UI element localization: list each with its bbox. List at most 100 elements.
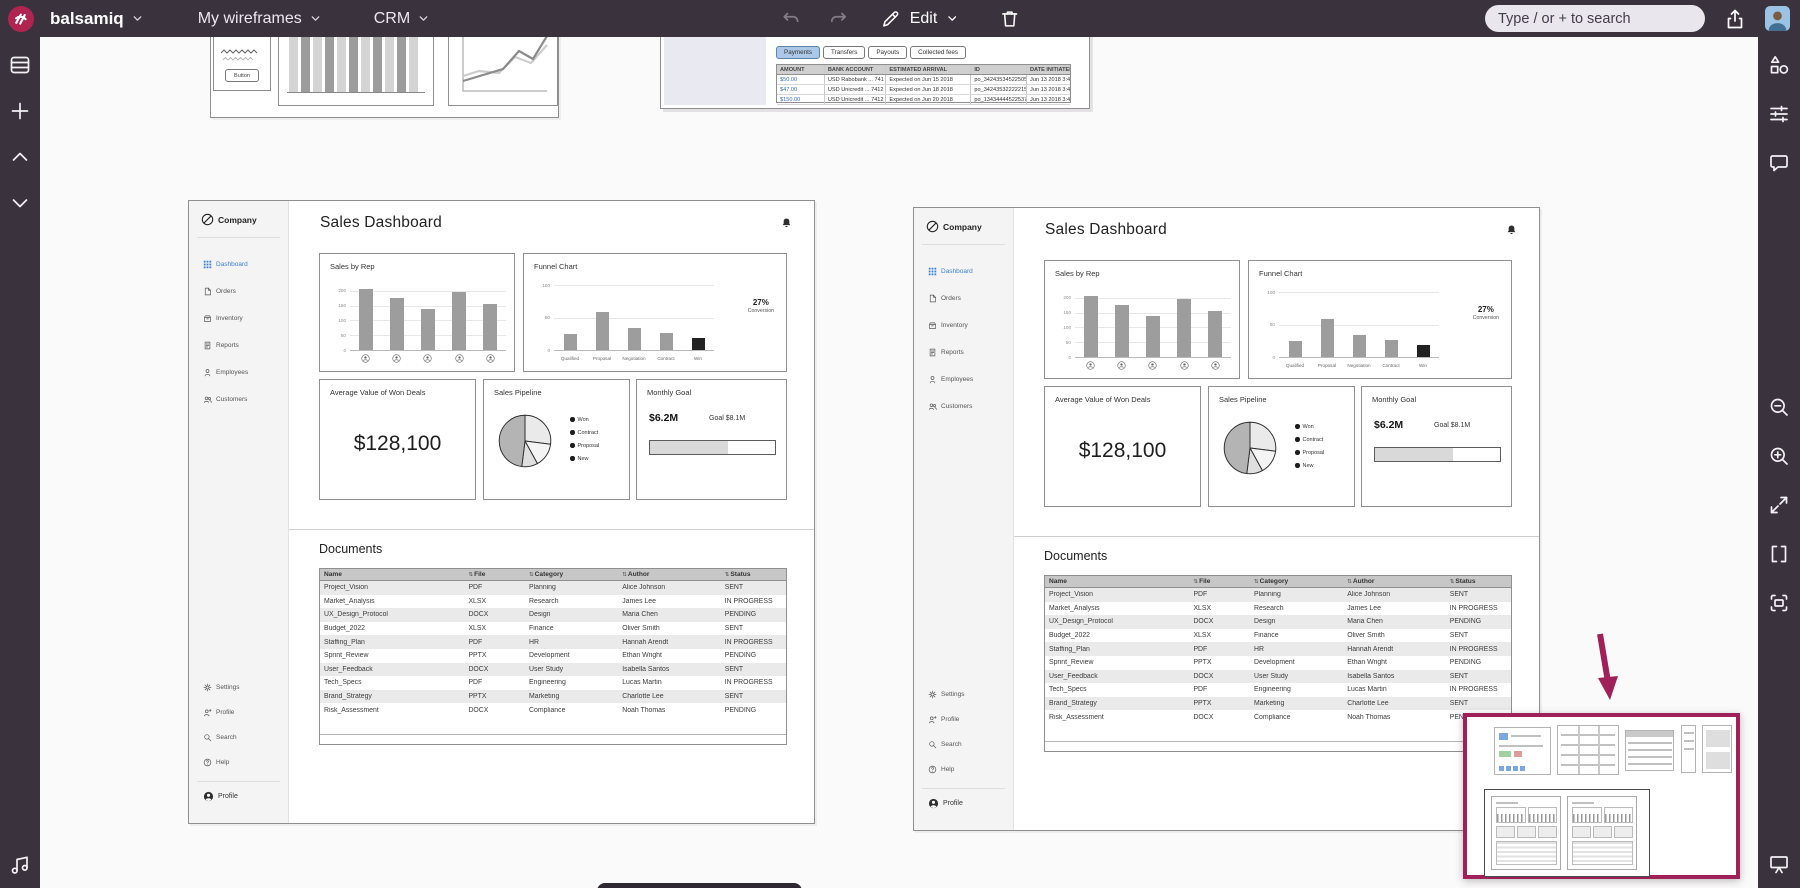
chevron-down-button[interactable] — [8, 191, 32, 215]
nav-reports[interactable]: Reports — [203, 332, 284, 359]
thumbnail-4[interactable] — [1681, 725, 1696, 773]
table-row[interactable]: UX_Design_Protocol DOCX Design Maria Chen PE… — [1045, 615, 1511, 629]
nav-search[interactable]: Search — [203, 725, 284, 750]
canvas[interactable]: Button Payments Transfers Payouts Collected… — [40, 37, 1758, 888]
sales-by-rep-card[interactable]: Sales by Rep 200 150 100 50 0 — [319, 253, 515, 372]
wireframes-list-button[interactable] — [8, 53, 32, 77]
sort-icon[interactable]: ⇅ — [622, 572, 627, 578]
redo-button[interactable] — [828, 8, 850, 30]
thumbnail-1[interactable] — [1494, 727, 1551, 775]
nav-settings[interactable]: Settings — [928, 682, 1009, 707]
wireframe-partial-payments[interactable]: Payments Transfers Payouts Collected fees A… — [660, 37, 1090, 109]
table-row[interactable]: User_Feedback DOCX User Study Isabella Sant… — [320, 662, 786, 677]
bar-chart-card[interactable] — [278, 37, 434, 106]
thumbnail-5[interactable] — [1702, 725, 1732, 773]
presentation-button[interactable] — [1767, 852, 1791, 876]
profile-item[interactable]: Profile — [203, 791, 238, 802]
sliders-button[interactable] — [1767, 102, 1791, 126]
table-row[interactable]: Risk_Assessment DOCX Compliance Noah Thomas… — [1049, 713, 1481, 721]
button-control[interactable]: Button — [225, 69, 259, 82]
nav-help[interactable]: Help — [203, 750, 284, 775]
nav-reports[interactable]: Reports — [928, 339, 1009, 366]
project-menu[interactable]: My wireframes — [192, 6, 328, 32]
nav-customers[interactable]: Customers — [928, 393, 1009, 420]
sort-icon[interactable]: ⇅ — [468, 572, 474, 578]
nav-inventory[interactable]: Inventory — [928, 312, 1009, 339]
tab-collected-fees[interactable]: Collected fees — [910, 46, 967, 59]
funnel-chart-card[interactable]: Funnel Chart 100 50 0 Qualified Proposal Nego… — [1248, 260, 1512, 379]
nav-inventory[interactable]: Inventory — [203, 305, 284, 332]
wireframe-menu[interactable]: CRM — [368, 6, 436, 32]
nav-customers[interactable]: Customers — [203, 386, 284, 413]
sort-icon[interactable]: ⇅ — [1193, 579, 1199, 585]
brackets-button[interactable] — [1767, 542, 1791, 566]
table-row[interactable]: User_Feedback DOCX User Study Isabella Sant… — [1045, 669, 1511, 684]
avg-won-deals-card[interactable]: Average Value of Won Deals $128,100 — [1044, 386, 1201, 507]
plus-button[interactable] — [8, 99, 32, 123]
tab-payments[interactable]: Payments — [776, 46, 820, 59]
fit-screen-button[interactable] — [1767, 591, 1791, 615]
nav-profile[interactable]: Profile — [203, 700, 284, 725]
thumbnail-2[interactable] — [1557, 725, 1619, 775]
thumbnail-dashboard-2[interactable] — [1567, 796, 1637, 870]
workspace-menu[interactable]: balsamiq — [44, 5, 150, 33]
zoom-in-button[interactable] — [1767, 444, 1791, 468]
comment-button[interactable] — [1767, 151, 1791, 175]
line-chart-card[interactable] — [448, 37, 558, 106]
text-card[interactable]: Button — [213, 37, 271, 91]
user-avatar[interactable] — [1765, 6, 1790, 31]
wireframe-partial-charts[interactable]: Button — [210, 37, 559, 118]
table-row[interactable]: Budget_2022 XLSX Finance Oliver Smith SENT — [1049, 632, 1469, 640]
selected-thumbnails-group[interactable] — [1484, 789, 1650, 877]
sort-icon[interactable]: ⇅ — [1347, 579, 1352, 585]
table-row[interactable]: UX_Design_Protocol DOCX Design Maria Chen PE… — [320, 608, 786, 622]
nav-settings[interactable]: Settings — [203, 675, 284, 700]
nav-dashboard[interactable]: Dashboard — [928, 258, 1009, 285]
table-row[interactable]: $47.00 USD Unicredit ... 7412 Expected on … — [777, 85, 1070, 95]
nav-search[interactable]: Search — [928, 732, 1009, 757]
table-row[interactable]: Project_Vision PDF Planning Alice Johnson SE… — [320, 581, 786, 595]
nav-orders[interactable]: Orders — [203, 278, 284, 305]
table-row[interactable]: Sprint_Review PPTX Development Ethan Wright… — [1049, 659, 1482, 667]
avg-won-deals-card[interactable]: Average Value of Won Deals $128,100 — [319, 379, 476, 500]
monthly-goal-card[interactable]: Monthly Goal $6.2M Goal $8.1M — [636, 379, 787, 500]
funnel-chart-card[interactable]: Funnel Chart 100 50 0 Qualified Proposal Nego… — [523, 253, 787, 372]
nav-orders[interactable]: Orders — [928, 285, 1009, 312]
nav-employees[interactable]: Employees — [203, 359, 284, 386]
nav-dashboard[interactable]: Dashboard — [203, 251, 284, 278]
sort-icon[interactable]: ⇅ — [529, 572, 534, 578]
table-row[interactable]: Budget_2022 XLSX Finance Oliver Smith SENT — [324, 625, 744, 633]
expand-button[interactable] — [1767, 493, 1791, 517]
documents-table[interactable]: Name ⇅File ⇅Category ⇅Author ⇅Status Project_… — [1044, 575, 1512, 752]
overview-panel[interactable] — [1463, 713, 1740, 879]
share-button[interactable] — [1723, 7, 1747, 31]
payments-table[interactable]: AMOUNT BANK ACCOUNT ESTIMATED ARRIVAL ID DAT… — [776, 64, 1071, 105]
music-note-button[interactable] — [8, 852, 32, 876]
monthly-goal-card[interactable]: Monthly Goal $6.2M Goal $8.1M — [1361, 386, 1512, 507]
chevron-up-button[interactable] — [8, 145, 32, 169]
table-row[interactable]: Project_Vision PDF Planning Alice Johnson SE… — [1045, 588, 1511, 602]
table-row[interactable]: $50.00 USD Rabobank ... 741 Expected on Ju… — [777, 75, 1070, 85]
sales-pipeline-card[interactable]: Sales Pipeline Won Contract Proposal New — [483, 379, 630, 500]
bottom-toolbar-pill[interactable] — [597, 883, 802, 888]
bell-icon[interactable] — [781, 217, 792, 228]
sort-icon[interactable]: ⇅ — [724, 572, 730, 578]
table-row[interactable]: Market_Analysis XLSX Research James Lee IN P… — [1049, 604, 1498, 612]
search-input[interactable] — [1485, 5, 1705, 32]
table-row[interactable]: Brand_Strategy PPTX Marketing Charlotte Lee… — [320, 689, 786, 704]
table-row[interactable]: Staffing_Plan PDF HR Hannah Arendt IN PROGRE… — [1045, 642, 1511, 656]
table-row[interactable]: Staffing_Plan PDF HR Hannah Arendt IN PROGRE… — [320, 635, 786, 649]
zoom-out-button[interactable] — [1767, 395, 1791, 419]
nav-profile[interactable]: Profile — [928, 707, 1009, 732]
table-row[interactable]: $150.00 USD Unicredit ... 7412 Expected on… — [777, 95, 1070, 105]
table-row[interactable]: Sprint_Review PPTX Development Ethan Wright… — [324, 652, 757, 660]
thumbnail-dashboard-1[interactable] — [1491, 796, 1561, 870]
nav-help[interactable]: Help — [928, 757, 1009, 782]
sales-pipeline-card[interactable]: Sales Pipeline Won Contract Proposal New — [1208, 386, 1355, 507]
table-row[interactable]: Tech_Specs PDF Engineering Lucas Martin IN P… — [324, 679, 773, 687]
table-row[interactable]: Brand_Strategy PPTX Marketing Charlotte Lee… — [1045, 696, 1511, 711]
balsamiq-logo-icon[interactable] — [8, 5, 34, 32]
sort-icon[interactable]: ⇅ — [1449, 579, 1455, 585]
profile-item[interactable]: Profile — [928, 798, 963, 809]
documents-table[interactable]: Name ⇅File ⇅Category ⇅Author ⇅Status Project_… — [319, 568, 787, 745]
